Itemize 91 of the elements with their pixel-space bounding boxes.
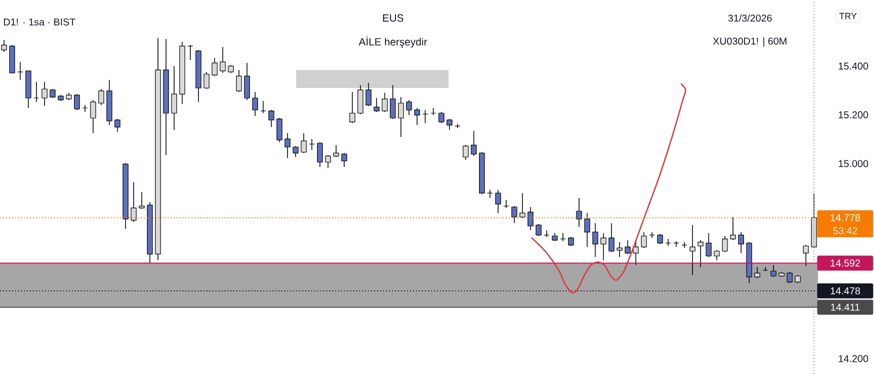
- candlestick: [292, 146, 299, 158]
- candlestick: [438, 112, 444, 124]
- y-tick-label: 15.400: [838, 62, 868, 70]
- candlestick: [422, 110, 428, 124]
- candlestick: [276, 118, 282, 143]
- ref-line-label: 14.411: [831, 304, 860, 311]
- candlestick: [325, 154, 331, 168]
- annotation: D1! · 1sa · BIST: [4, 18, 76, 26]
- candlestick: [608, 222, 614, 252]
- candlestick: [681, 242, 688, 248]
- candlestick: [560, 232, 566, 242]
- candlestick: [520, 192, 526, 218]
- candlestick: [308, 138, 315, 150]
- candlestick: [754, 266, 760, 278]
- candlestick: [462, 144, 469, 160]
- candlestick: [511, 206, 518, 224]
- candlestick: [34, 82, 40, 102]
- y-tick-label: 15.000: [838, 160, 868, 168]
- candlestick: [714, 250, 720, 261]
- text: 53:42: [833, 227, 858, 234]
- text: TRY: [839, 12, 857, 20]
- candlestick: [260, 100, 266, 114]
- text: AİLE herşeydir: [358, 36, 428, 48]
- ref-line-label: 14.778: [830, 214, 860, 222]
- candlestick: [398, 96, 404, 138]
- candlestick: [657, 234, 663, 244]
- candlestick: [730, 216, 736, 241]
- candlestick: [244, 62, 250, 100]
- candlestick: [17, 62, 24, 80]
- candlestick: [90, 100, 96, 134]
- annotation: XU030D1! | 60M: [713, 37, 786, 47]
- candlestick: [470, 130, 477, 156]
- candlestick: [204, 72, 210, 90]
- candlestick: [786, 272, 793, 284]
- candlestick: [592, 222, 598, 258]
- candlestick: [390, 84, 396, 120]
- candlestick: [212, 58, 218, 76]
- y-tick-label: 15.200: [838, 111, 868, 118]
- candlestick: [333, 144, 340, 158]
- candlestick: [528, 206, 534, 231]
- candlestick: [446, 118, 452, 130]
- candlestick: [42, 82, 48, 106]
- candlestick: [187, 44, 194, 60]
- candlestick: [98, 88, 104, 106]
- y-tick-label: 14.200: [838, 355, 868, 362]
- candlestick: [454, 124, 460, 128]
- candlestick: [220, 46, 226, 74]
- candlestick: [600, 232, 606, 261]
- candlestick: [770, 264, 776, 278]
- candlestick: [722, 236, 728, 252]
- candlestick: [536, 224, 542, 236]
- candlestick: [690, 224, 696, 276]
- candlestick: [624, 240, 631, 254]
- ref-line-label: 14.592: [830, 260, 860, 267]
- candlestick: [495, 190, 501, 214]
- candlestick: [114, 118, 120, 132]
- candlestick: [300, 132, 307, 154]
- candlestick: [374, 98, 380, 112]
- candlestick: [616, 242, 622, 258]
- candlestick: [341, 152, 348, 168]
- candlestick: [268, 110, 274, 128]
- candlestick: [649, 232, 655, 238]
- candlestick: [738, 232, 744, 254]
- candlestick: [576, 198, 582, 228]
- candlestick: [130, 182, 137, 223]
- candlestick: [236, 70, 242, 92]
- candlestick: [406, 100, 412, 116]
- candlestick: [568, 236, 574, 246]
- candlestick: [762, 266, 768, 272]
- candlestick: [252, 92, 258, 116]
- candlestick: [414, 108, 420, 126]
- annotation: 31/3/2026: [728, 14, 772, 22]
- text: EUS: [383, 14, 404, 22]
- candlestick: [1, 40, 7, 52]
- candlestick: [706, 232, 712, 258]
- candlestick: [487, 190, 493, 198]
- candlestick: [284, 132, 290, 158]
- candlestick: [802, 244, 809, 266]
- candlestick: [640, 232, 647, 248]
- candlestick: [138, 192, 145, 210]
- candlestick: [698, 240, 704, 268]
- candlestick: [82, 104, 88, 112]
- candlestick: [382, 92, 388, 112]
- candlestick: [74, 94, 80, 110]
- candlestick: [349, 92, 356, 124]
- candlestick: [317, 142, 323, 168]
- candlestick: [584, 212, 590, 248]
- candlestick: [171, 66, 178, 130]
- candlestick: [366, 82, 372, 106]
- ref-line-label: 14.478: [830, 287, 860, 294]
- candlestick: [50, 88, 56, 98]
